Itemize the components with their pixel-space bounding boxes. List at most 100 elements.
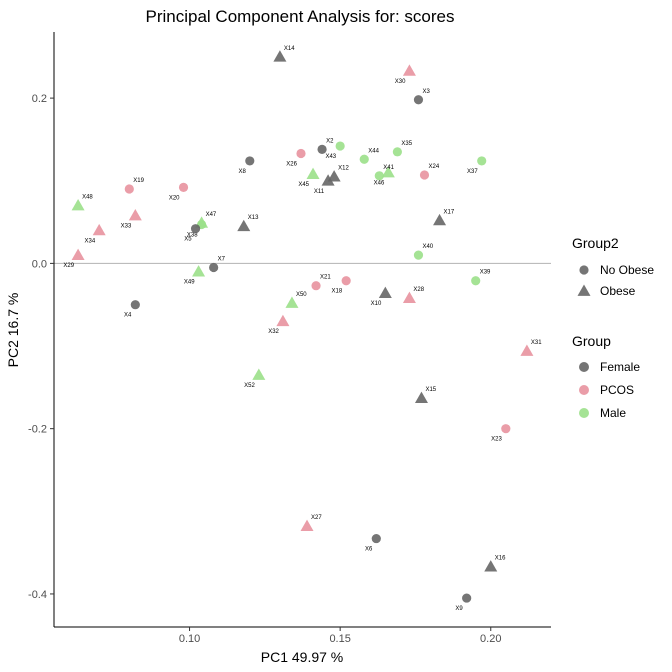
data-point <box>371 533 381 544</box>
point-label: X7 <box>218 257 226 263</box>
data-point <box>192 265 206 277</box>
data-point <box>471 276 481 286</box>
data-point <box>178 182 189 192</box>
legend-shape-label: Obese <box>600 284 636 298</box>
point-label: X5 <box>184 237 192 243</box>
data-point <box>381 165 395 178</box>
point-label: X10 <box>371 301 382 307</box>
point-label: X52 <box>244 383 255 389</box>
point-label: X23 <box>491 437 502 443</box>
plot-area: 0.10 0.15 0.20 0.2 0.0 -0.2 -0.4 X14 X30 X3 X43 X35… <box>28 32 551 645</box>
point-label: X32 <box>268 329 279 335</box>
point-label: X6 <box>365 547 373 553</box>
data-point <box>321 174 335 186</box>
point-label: X48 <box>82 195 93 201</box>
point-label: X44 <box>368 148 379 154</box>
data-point <box>341 276 351 286</box>
point-label: X49 <box>184 280 195 286</box>
data-point <box>402 64 416 76</box>
legend-shape-key <box>577 284 591 296</box>
data-point <box>124 184 134 194</box>
legend-color-key <box>579 408 589 418</box>
data-point <box>237 219 251 232</box>
point-label: X46 <box>374 180 385 186</box>
data-point <box>374 171 384 181</box>
data-point <box>71 248 85 260</box>
x-tick-label: 0.10 <box>179 633 200 645</box>
point-label: X39 <box>480 270 491 276</box>
data-point <box>414 391 428 403</box>
x-axis-title: PC1 49.97 % <box>261 649 344 665</box>
point-label: X15 <box>425 387 436 393</box>
data-point <box>273 50 287 62</box>
data-point <box>402 291 416 303</box>
y-tick-label: -0.2 <box>28 424 47 436</box>
point-label: X35 <box>401 141 412 147</box>
point-label: X45 <box>298 182 309 188</box>
point-label: X43 <box>325 154 336 160</box>
point-label: X16 <box>495 556 506 562</box>
point-label: X26 <box>286 161 297 167</box>
point-label: X14 <box>284 46 295 52</box>
point-label: X4 <box>124 313 132 319</box>
point-label: X9 <box>455 606 463 612</box>
point-label: X33 <box>121 223 132 229</box>
point-label: X37 <box>467 169 478 175</box>
point-label: X21 <box>320 275 331 281</box>
data-point <box>484 560 498 572</box>
point-label: X41 <box>383 165 394 171</box>
point-label: X13 <box>248 215 259 221</box>
point-label: X27 <box>311 515 322 521</box>
data-point <box>190 224 201 234</box>
data-point <box>335 141 345 151</box>
y-tick-label: 0.0 <box>32 258 47 270</box>
point-label: X40 <box>422 244 433 250</box>
point-label: X3 <box>422 89 430 95</box>
point-label: X31 <box>531 340 542 346</box>
x-tick-label: 0.15 <box>329 633 350 645</box>
data-point <box>300 519 314 532</box>
point-label: X12 <box>338 166 349 172</box>
data-point <box>245 156 255 166</box>
point-label: X2 <box>326 138 334 144</box>
legend-color-title: Group <box>572 333 611 349</box>
point-label: X8 <box>238 169 246 175</box>
legend-color-label: Male <box>600 406 626 420</box>
data-point <box>378 286 392 299</box>
data-point <box>520 344 534 356</box>
data-point <box>92 223 106 236</box>
point-label: X24 <box>428 164 439 170</box>
data-point <box>71 199 85 211</box>
point-label: X38 <box>187 233 198 239</box>
y-tick-label: 0.2 <box>32 93 47 105</box>
point-label: X29 <box>63 263 74 269</box>
chart-title: Principal Component Analysis for: scores <box>146 7 455 26</box>
point-label: X20 <box>169 195 180 201</box>
data-point <box>501 424 511 434</box>
data-point <box>419 170 430 180</box>
y-tick-label: -0.4 <box>28 589 47 601</box>
legend-color-label: Female <box>600 360 640 374</box>
data-point <box>392 147 402 157</box>
data-point <box>130 300 140 310</box>
point-label: X11 <box>314 189 325 195</box>
legend-shape-label: No Obese <box>600 263 654 277</box>
data-point <box>252 368 266 380</box>
legend-color-key <box>579 385 589 395</box>
legend-color-label: PCOS <box>600 383 634 397</box>
data-point <box>413 250 424 260</box>
point-label: X19 <box>133 178 144 184</box>
data-point <box>306 167 320 180</box>
data-point <box>359 154 369 164</box>
data-point <box>209 262 219 273</box>
point-label: X28 <box>413 287 424 293</box>
data-point <box>128 208 142 221</box>
legend: Group2 Group No Obese Obese Female PCOS Male <box>572 235 654 420</box>
data-point <box>317 144 327 154</box>
point-label: X34 <box>84 238 95 244</box>
data-point <box>462 593 472 603</box>
point-label: X47 <box>206 212 217 218</box>
data-point <box>311 281 321 291</box>
data-point <box>195 216 209 228</box>
